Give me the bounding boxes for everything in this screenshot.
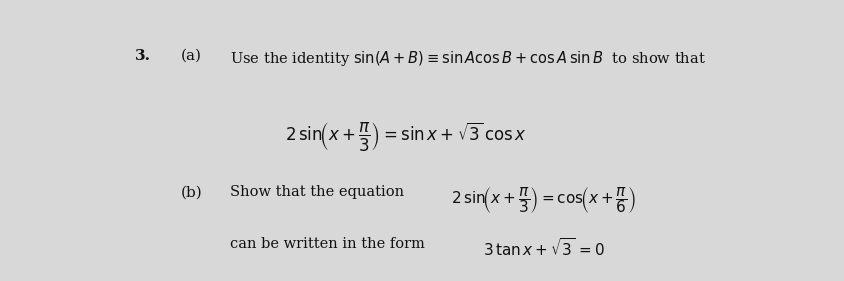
Text: (b): (b): [181, 185, 203, 199]
Text: $2\,\mathrm{sin}\!\left(x+\dfrac{\pi}{3}\right)=\mathrm{cos}\!\left(x+\dfrac{\pi: $2\,\mathrm{sin}\!\left(x+\dfrac{\pi}{3}…: [452, 185, 636, 215]
Text: $3\,\mathrm{tan}\,x+\sqrt{3}\,=0$: $3\,\mathrm{tan}\,x+\sqrt{3}\,=0$: [483, 237, 605, 259]
Text: can be written in the form: can be written in the form: [230, 237, 425, 251]
Text: 3.: 3.: [135, 49, 151, 63]
Text: Show that the equation: Show that the equation: [230, 185, 404, 199]
Text: (a): (a): [181, 49, 202, 63]
Text: Use the identity $\mathrm{sin}(A+B)\equiv \mathrm{sin}\,A\cos B+\cos A\,\mathrm{: Use the identity $\mathrm{sin}(A+B)\equi…: [230, 49, 706, 68]
Text: $2\,\mathrm{sin}\!\left(x+\dfrac{\pi}{3}\right)=\mathrm{sin}\,x+\sqrt{3}\,\mathr: $2\,\mathrm{sin}\!\left(x+\dfrac{\pi}{3}…: [285, 120, 528, 153]
